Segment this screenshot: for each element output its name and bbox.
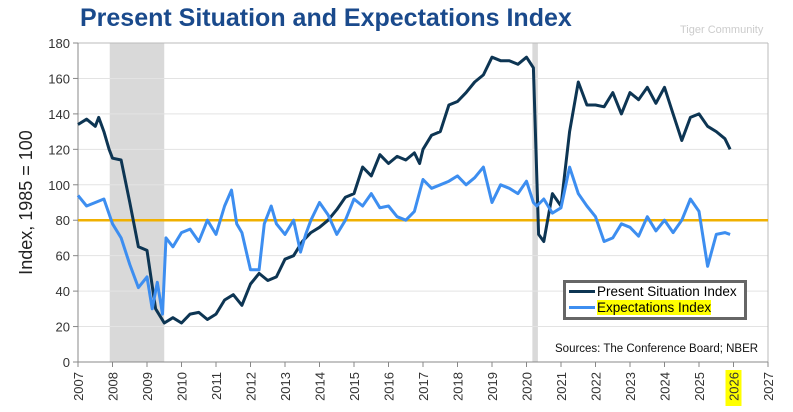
y-tick-label: 160 [48, 71, 70, 86]
x-tick-label: 2020 [520, 372, 535, 401]
legend-swatch-expectations [569, 305, 595, 309]
x-tick-label: 2026 [727, 372, 742, 401]
x-tick-label: 2014 [313, 372, 328, 401]
x-tick-label: 2022 [589, 372, 604, 401]
x-tick-label: 2008 [106, 372, 121, 401]
x-tick-label: 2024 [658, 372, 673, 401]
x-tick-label: 2021 [554, 372, 569, 401]
x-tick-label: 2018 [451, 372, 466, 401]
x-tick-label: 2013 [278, 372, 293, 401]
x-tick-label: 2012 [244, 372, 259, 401]
watermark: Tiger Community [680, 24, 764, 36]
x-tick-label: 2017 [416, 372, 431, 401]
legend-swatch-present [569, 289, 595, 293]
y-tick-label: 100 [48, 178, 70, 193]
y-tick-label: 80 [56, 213, 70, 228]
legend-label-expectations: Expectations Index [597, 299, 712, 315]
y-tick-label: 140 [48, 107, 70, 122]
x-tick-label: 2027 [761, 372, 776, 401]
y-tick-label: 60 [56, 249, 70, 264]
y-tick-label: 20 [56, 320, 70, 335]
expectations-index-line [76, 165, 731, 316]
x-tick-label: 2009 [140, 372, 155, 401]
y-axis-label: Index, 1985 = 100 [16, 130, 36, 275]
x-tick-highlight [725, 370, 742, 406]
x-tick-label: 2011 [209, 372, 224, 400]
chart-title: Present Situation and Expectations Index [80, 4, 572, 32]
y-tick-label: 180 [48, 36, 70, 51]
recession-band-0 [109, 43, 165, 362]
source-note: Sources: The Conference Board; NBER [555, 343, 759, 355]
legend-label-present: Present Situation Index [597, 283, 737, 299]
x-tick-label: 2023 [623, 372, 638, 401]
x-tick-label: 2007 [71, 372, 86, 401]
x-tick-label: 2019 [485, 372, 500, 401]
legend-item-present: Present Situation Index [566, 283, 744, 299]
x-tick-label: 2016 [382, 372, 397, 401]
x-tick-label: 2010 [175, 372, 190, 401]
legend-item-expectations: Expectations Index [566, 299, 744, 315]
legend: Present Situation Index Expectations Ind… [563, 280, 747, 320]
y-tick-label: 0 [63, 355, 70, 370]
present-situation-index-line [77, 55, 732, 325]
x-tick-label: 2025 [692, 372, 707, 401]
x-tick-label: 2015 [347, 372, 362, 401]
y-tick-label: 40 [56, 284, 70, 299]
y-tick-label: 120 [48, 142, 70, 157]
